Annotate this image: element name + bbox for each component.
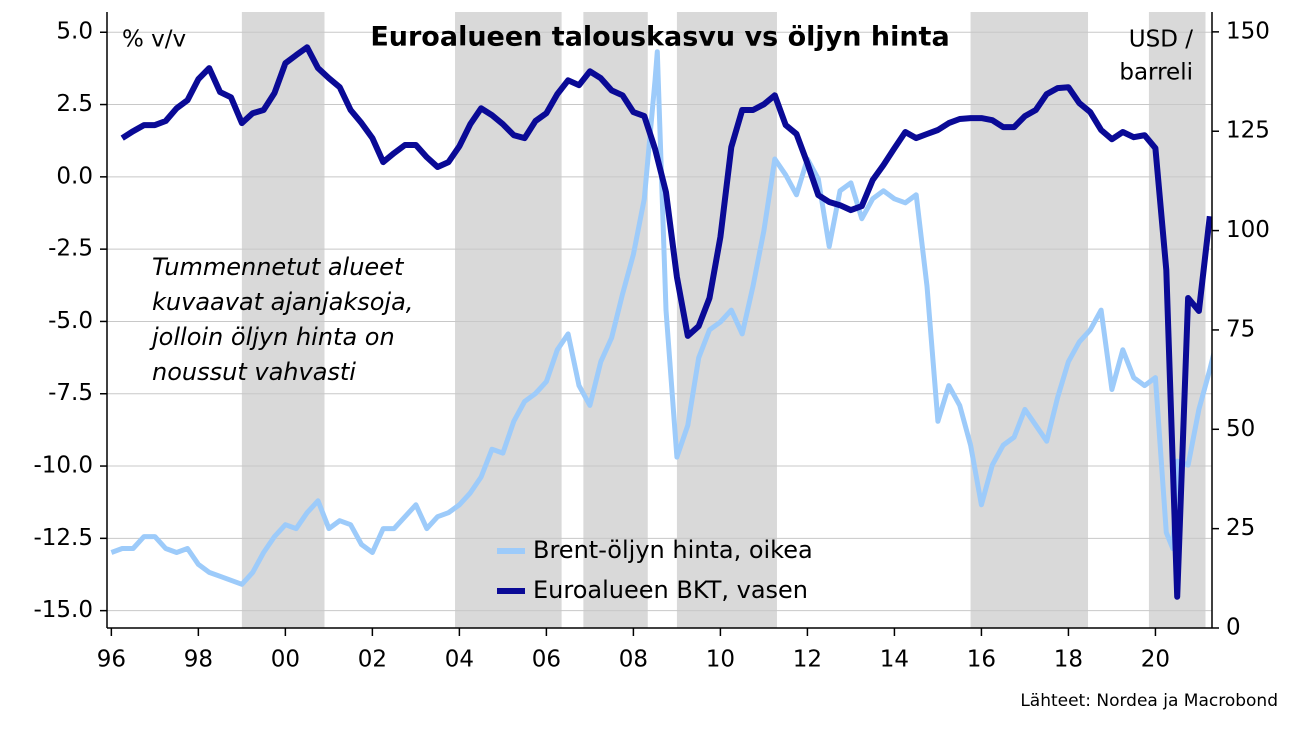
y-tick-label: -5.0 <box>48 308 93 334</box>
y2-tick-label: 75 <box>1226 316 1255 342</box>
x-tick-label: 08 <box>619 647 648 673</box>
x-tick-label: 06 <box>532 647 561 673</box>
annotation-line: Tummennetut alueet <box>152 253 405 281</box>
y2-tick-label: 50 <box>1226 416 1255 442</box>
x-tick-label: 96 <box>97 647 126 673</box>
x-tick-label: 12 <box>793 647 822 673</box>
y-tick-label: -2.5 <box>48 236 93 262</box>
y-tick-label: -12.5 <box>33 525 93 551</box>
x-tick-label: 04 <box>445 647 474 673</box>
y2-tick-label: 125 <box>1226 118 1270 144</box>
grid-layer <box>107 31 1212 612</box>
x-tick-label: 20 <box>1141 647 1170 673</box>
y-tick-label: -15.0 <box>33 597 93 623</box>
y-tick-label: 2.5 <box>56 91 93 117</box>
y-tick-label: 0.0 <box>56 163 93 189</box>
x-tick-label: 00 <box>271 647 300 673</box>
x-tick-label: 16 <box>967 647 996 673</box>
y2-tick-label: 150 <box>1226 18 1270 44</box>
annotation-line: jolloin öljyn hinta on <box>149 323 395 351</box>
axis-layer: 5.0 2.5 0.0 -2.5 -5.0 -7.5 -10.0 -12.5 -15.0 0 25 5… <box>33 12 1270 673</box>
y2-axis-label: USD / <box>1129 27 1193 53</box>
source: Lähteet: Nordea ja Macrobond <box>1020 691 1278 711</box>
legend-label: Euroalueen BKT, vasen <box>533 576 808 604</box>
shaded-period <box>676 12 777 628</box>
y-tick-label: 5.0 <box>56 19 93 45</box>
annotation: Tummennetut alueet kuvaavat ajanjaksoja,… <box>149 253 413 386</box>
chart-title: Euroalueen talouskasvu vs öljyn hinta <box>370 22 949 53</box>
y-tick-label: -7.5 <box>48 380 93 406</box>
legend-label: Brent-öljyn hinta, oikea <box>533 536 813 564</box>
y2-tick-label: 100 <box>1226 217 1270 243</box>
y-tick-label: -10.0 <box>33 453 93 479</box>
annotation-line: kuvaavat ajanjaksoja, <box>152 288 413 316</box>
x-tick-label: 98 <box>184 647 213 673</box>
y2-tick-label: 25 <box>1226 515 1255 541</box>
y-axis-label: % v/v <box>122 27 186 53</box>
x-tick-label: 18 <box>1054 647 1083 673</box>
x-tick-label: 02 <box>358 647 387 673</box>
line-layer <box>110 44 1212 600</box>
data-line <box>120 44 1212 600</box>
data-line <box>110 49 1212 587</box>
y2-tick-label: 0 <box>1226 615 1241 641</box>
x-tick-label: 14 <box>880 647 909 673</box>
y2-axis-label: barreli <box>1119 60 1193 86</box>
x-tick-label: 10 <box>706 647 735 673</box>
annotation-line: noussut vahvasti <box>152 358 356 386</box>
